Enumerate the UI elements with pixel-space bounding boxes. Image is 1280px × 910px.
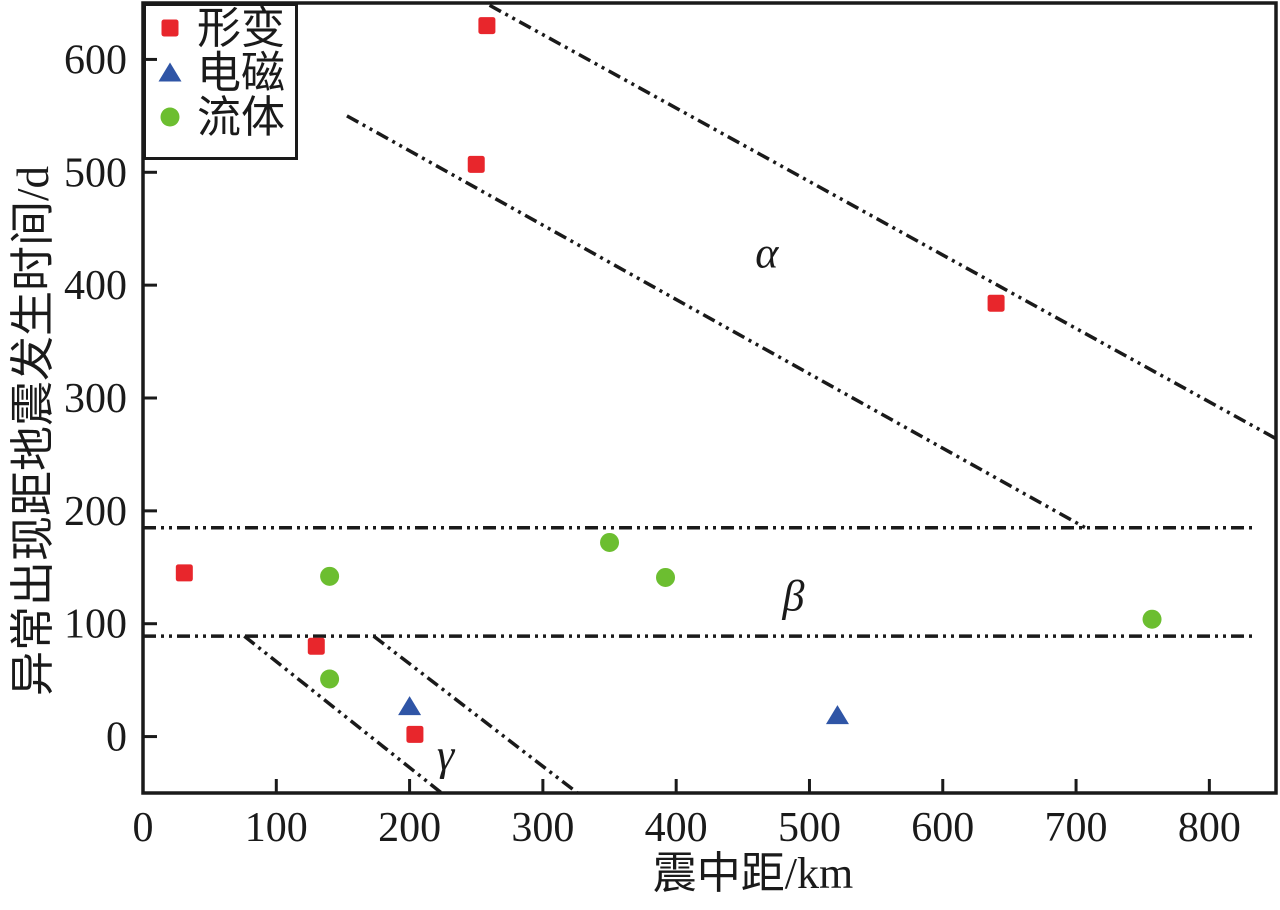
legend-deformation-icon [161,19,179,37]
fluid-data-point [1142,609,1162,629]
legend-label-electromagnetic: 电磁 [197,49,285,98]
x-tick-label: 600 [911,805,974,851]
x-tick-label: 200 [378,805,441,851]
fluid-data-point [600,532,620,552]
plot-border [141,1,1278,795]
x-axis-title: 震中距/km [652,849,854,898]
boundary-line-alpha-lower [346,114,1087,530]
electromagnetic-data-point [398,696,422,716]
region-label-alpha: α [755,228,779,277]
deformation-data-point [467,155,485,173]
fluid-data-point [656,567,676,587]
x-tick-label: 400 [645,805,708,851]
region-label-beta: β [782,572,805,621]
y-tick-label: 100 [64,602,127,648]
fluid-data-point [320,566,340,586]
y-axis-title: 异常出现距地震发生时间/d [8,166,58,697]
deformation-data-point [478,17,496,35]
x-tick-label: 100 [245,805,308,851]
x-tick-label: 800 [1178,805,1241,851]
y-tick-label: 500 [64,150,127,196]
y-tick-label: 600 [64,37,127,83]
boundary-line-alpha-upper [488,3,1277,441]
y-tick-label: 300 [64,376,127,422]
electromagnetic-data-point [825,705,849,725]
x-tick-label: 700 [1045,805,1108,851]
boundary-line-gamma-left [243,634,443,795]
legend-fluid-icon [160,107,180,127]
fluid-data-point [320,669,340,689]
deformation-data-point [987,294,1005,312]
legend-label-deformation: 形变 [197,4,285,53]
y-tick-label: 0 [106,715,127,761]
x-tick-label: 500 [778,805,841,851]
y-tick-label: 400 [64,263,127,309]
deformation-data-point [307,637,325,655]
legend-label-fluid: 流体 [197,93,285,142]
y-tick-label: 200 [64,489,127,535]
x-tick-label: 0 [133,805,154,851]
boundary-line-gamma-right [372,634,579,795]
legend-box [143,3,298,160]
x-tick-label: 300 [511,805,574,851]
region-label-gamma: γ [437,731,456,780]
deformation-data-point [406,725,424,743]
deformation-data-point [175,564,193,582]
legend-electromagnetic-icon [158,62,182,82]
